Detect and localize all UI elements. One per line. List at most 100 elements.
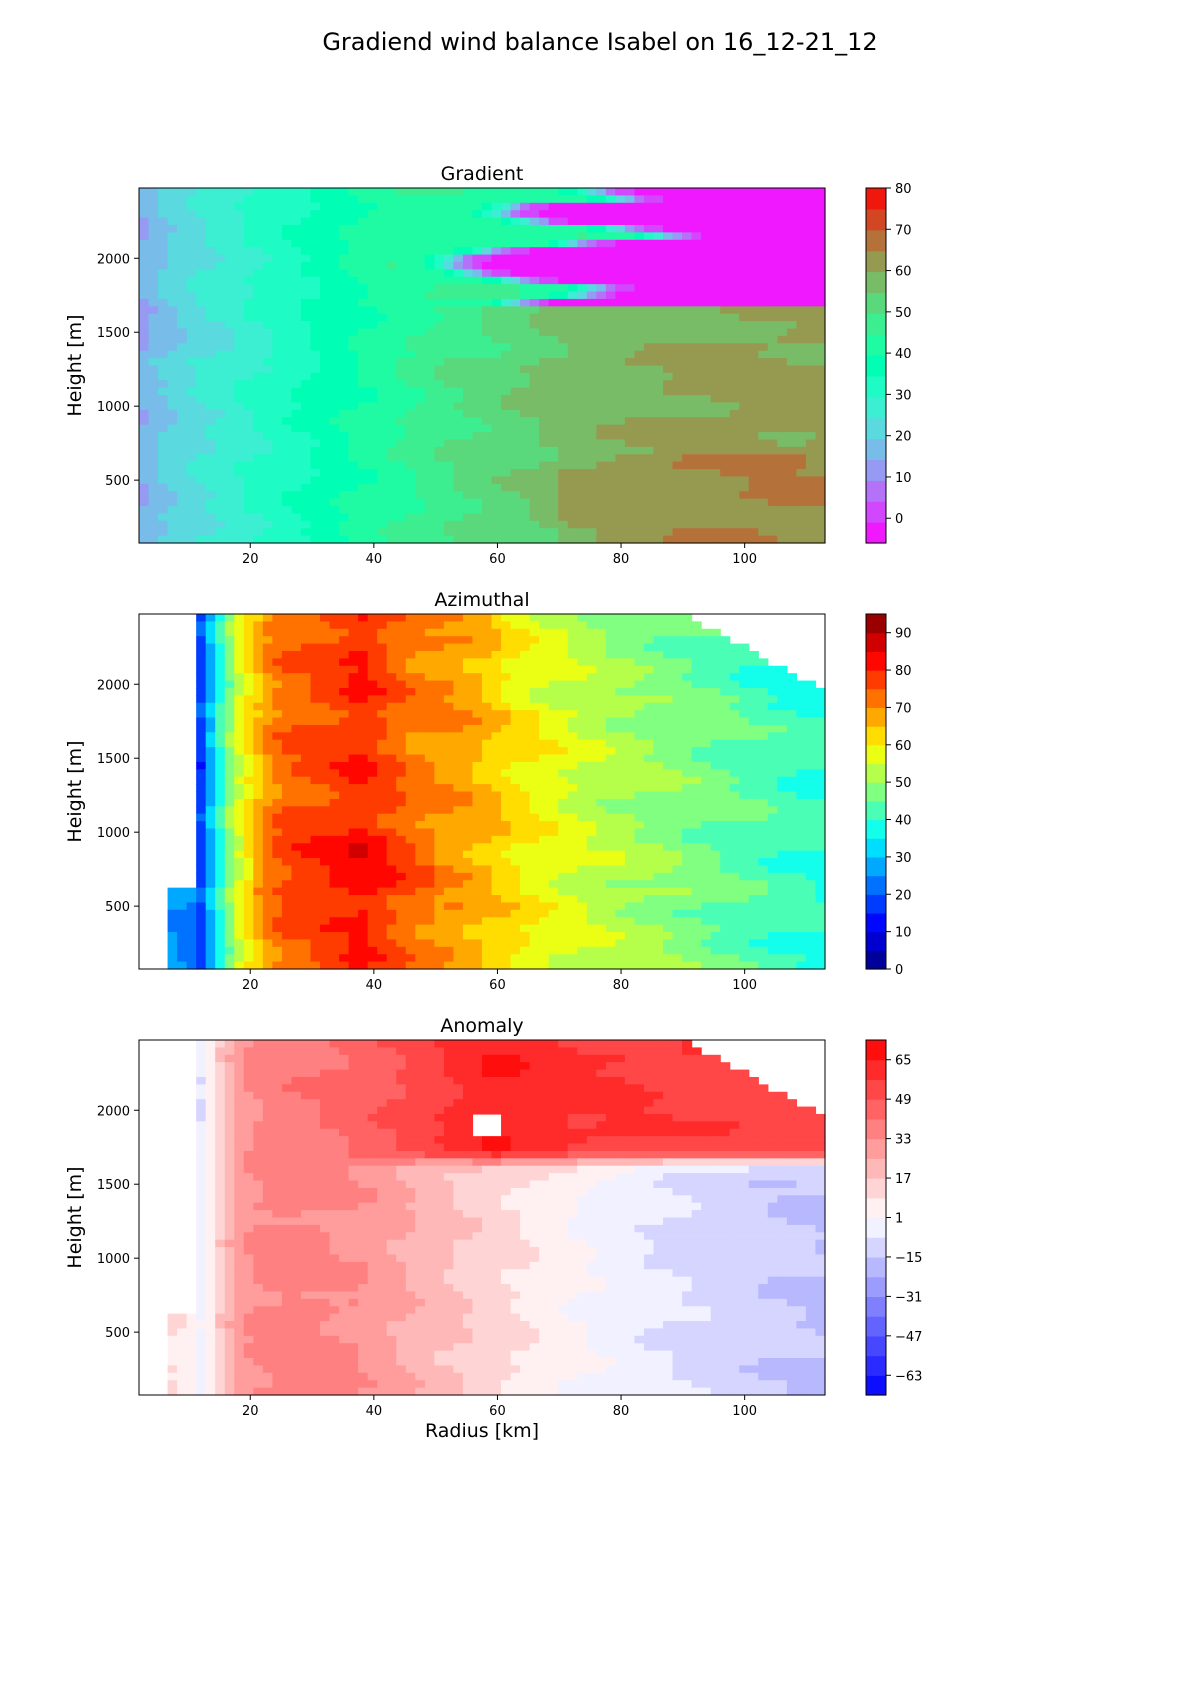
field-cell — [262, 909, 273, 918]
field-cell — [482, 446, 493, 455]
field-cell — [424, 387, 435, 396]
field-cell — [805, 513, 817, 522]
field-cell — [205, 939, 216, 948]
field-cell — [224, 917, 235, 926]
field-cell — [710, 358, 721, 367]
field-cell — [339, 687, 350, 696]
field-cell — [691, 358, 702, 367]
field-cell — [739, 439, 750, 448]
field-cell — [805, 491, 817, 500]
field-cell — [396, 446, 407, 455]
field-cell — [177, 513, 188, 522]
field-cell — [462, 469, 474, 478]
field-cell — [339, 843, 350, 852]
field-cell — [682, 432, 693, 441]
field-cell — [262, 409, 273, 418]
field-cell — [367, 702, 378, 711]
field-cell — [786, 432, 798, 441]
field-cell — [272, 224, 283, 233]
field-cell — [167, 439, 178, 448]
field-cell — [291, 335, 302, 344]
field-cell — [234, 939, 245, 948]
field-cell — [701, 483, 712, 492]
field-cell — [653, 409, 664, 418]
field-cell — [739, 239, 750, 248]
field-cell — [482, 498, 493, 507]
field-cell — [310, 498, 321, 507]
field-cell — [643, 513, 655, 522]
field-cell — [615, 469, 626, 478]
field-cell — [558, 350, 569, 359]
field-cell — [291, 761, 302, 770]
field-cell — [729, 387, 740, 396]
field-cell — [348, 628, 359, 637]
field-cell — [186, 328, 197, 337]
field-cell — [415, 276, 426, 285]
field-cell — [739, 476, 750, 485]
field-cell — [205, 880, 216, 889]
field-cell — [539, 498, 550, 507]
field-cell — [215, 224, 226, 233]
field-cell — [710, 284, 721, 293]
field-cell — [777, 313, 788, 322]
field-cell — [405, 739, 416, 748]
field-cell — [520, 232, 531, 241]
field-cell — [367, 469, 378, 478]
field-cell — [253, 328, 264, 337]
field-cell — [243, 313, 254, 322]
field-cell — [243, 424, 254, 433]
field-cell — [491, 528, 502, 537]
field-cell — [634, 446, 645, 455]
field-cell — [358, 621, 369, 630]
field-cell — [377, 432, 388, 441]
field-cell — [415, 791, 426, 800]
field-cell — [167, 276, 178, 285]
field-cell — [462, 813, 474, 822]
field-cell — [196, 806, 207, 815]
field-cell — [634, 476, 645, 485]
field-cell — [748, 535, 759, 544]
field-cell — [815, 476, 826, 485]
field-cell — [300, 417, 312, 426]
field-cell — [367, 254, 378, 263]
field-cell — [424, 328, 435, 337]
field-cell — [453, 798, 464, 807]
field-cell — [462, 680, 474, 689]
field-cell — [196, 224, 207, 233]
field-cell — [405, 284, 416, 293]
field-cell — [358, 739, 369, 748]
field-cell — [443, 791, 455, 800]
field-cell — [367, 628, 378, 637]
field-cell — [367, 761, 378, 770]
field-cell — [482, 365, 493, 374]
field-cell — [196, 247, 207, 256]
field-cell — [348, 520, 359, 529]
colorbar-segment — [866, 313, 886, 335]
field-cell — [367, 909, 378, 918]
field-cell — [643, 417, 655, 426]
field-cell — [272, 695, 283, 704]
field-cell — [424, 498, 435, 507]
field-cell — [310, 402, 321, 411]
field-cell — [424, 917, 435, 926]
field-cell — [634, 350, 645, 359]
field-cell — [262, 710, 273, 719]
field-cell — [786, 210, 798, 219]
field-cell — [482, 313, 493, 322]
colorbar-tick-label: 50 — [895, 306, 912, 321]
field-cell — [539, 491, 550, 500]
field-cell — [710, 417, 721, 426]
field-cell — [663, 365, 674, 374]
field-cell — [329, 850, 340, 859]
field-cell — [272, 628, 283, 637]
field-cell — [720, 387, 731, 396]
field-cell — [462, 865, 474, 874]
field-cell — [367, 769, 378, 778]
field-cell — [415, 658, 426, 667]
field-cell — [262, 643, 273, 652]
field-cell — [310, 650, 321, 659]
field-cell — [300, 402, 312, 411]
field-cell — [234, 872, 245, 881]
field-cell — [224, 954, 235, 963]
field-cell — [663, 313, 674, 322]
